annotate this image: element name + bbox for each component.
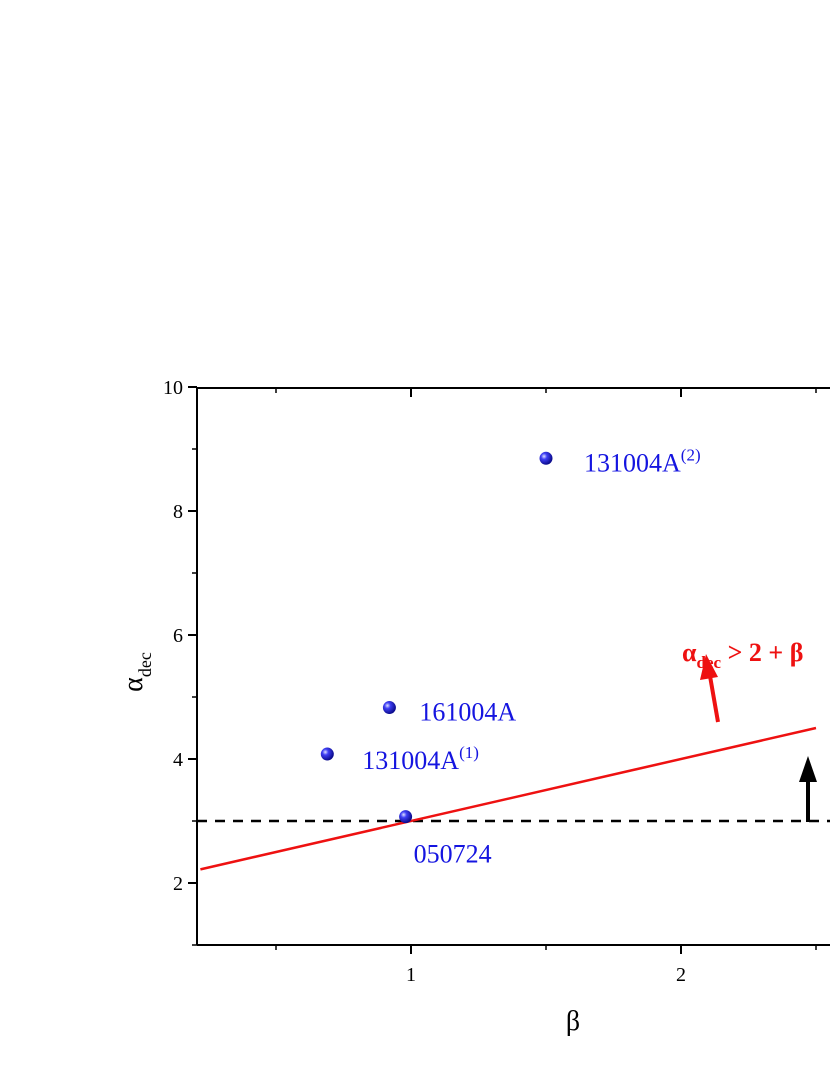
data-point — [320, 747, 334, 761]
data-point — [382, 701, 396, 715]
point-label: 161004A — [419, 698, 516, 727]
point-label: 050724 — [414, 840, 492, 869]
y-axis-title: αdec — [118, 652, 155, 692]
y-tick-label: 4 — [173, 749, 183, 771]
closure-relation-line — [200, 726, 817, 871]
closure-annotation: αdec > 2 + β — [682, 638, 803, 672]
y-tick-label: 2 — [173, 873, 183, 895]
data-points: 131004A(2) 161004A 131004A(1) 050724 — [320, 445, 701, 869]
x-tick-label: 1 — [406, 964, 416, 986]
data-point — [539, 451, 553, 465]
point-label: 131004A(2) — [584, 445, 701, 477]
x-tick-label: 2 — [676, 964, 686, 986]
data-point — [399, 810, 413, 824]
point-label: 131004A(1) — [362, 743, 479, 775]
red-arrow — [700, 654, 720, 723]
x-axis-title: β — [566, 1006, 580, 1037]
y-tick-label: 6 — [173, 625, 183, 647]
y-tick-label: 10 — [163, 377, 183, 399]
black-arrow — [799, 756, 817, 822]
y-tick-label: 8 — [173, 501, 183, 523]
axis-ticks — [188, 386, 817, 954]
